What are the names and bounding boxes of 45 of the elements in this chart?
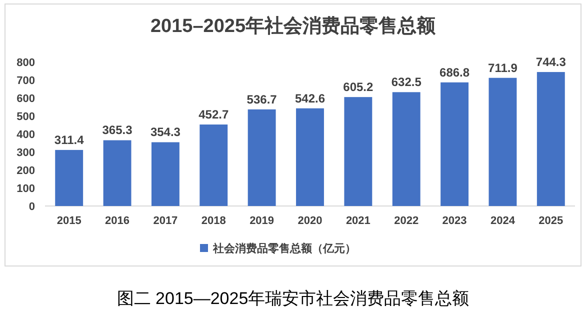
chart-title: 2015–2025年社会消费品零售总额	[150, 15, 437, 37]
x-tick-label: 2017	[153, 215, 178, 227]
x-tick-label: 2024	[490, 215, 516, 227]
data-label: 536.7	[246, 92, 278, 106]
bar	[103, 140, 132, 206]
bar	[151, 142, 180, 206]
y-tick-label: 200	[16, 165, 35, 177]
bar	[55, 150, 84, 206]
y-tick-label: 800	[16, 57, 35, 69]
bar	[200, 124, 228, 206]
data-label: 711.9	[488, 60, 518, 75]
bar	[344, 97, 372, 206]
data-label: 686.8	[440, 65, 470, 80]
bar	[488, 78, 517, 206]
x-tick-label: 2025	[538, 215, 564, 227]
bar	[248, 109, 276, 206]
data-label: 605.2	[343, 80, 374, 94]
y-tick-label: 700	[16, 75, 35, 87]
y-tick-label: 0	[28, 201, 35, 213]
y-tick-label: 300	[16, 147, 35, 159]
x-tick-label: 2021	[346, 215, 370, 227]
x-tick-label: 2016	[105, 215, 130, 227]
y-tick-label: 400	[16, 129, 35, 141]
bar	[392, 92, 420, 206]
data-label: 365.3	[102, 123, 133, 138]
data-label: 311.4	[54, 132, 84, 147]
y-tick-label: 100	[16, 183, 35, 195]
x-tick-label: 2015	[56, 215, 82, 227]
data-label: 744.3	[536, 55, 566, 70]
x-tick-label: 2023	[442, 215, 467, 227]
text: 图二 2015—2025年瑞安市社会消费品零售总额	[116, 289, 470, 308]
bar	[440, 82, 469, 206]
x-tick-label: 2020	[298, 215, 322, 227]
y-tick-label: 600	[16, 93, 35, 105]
y-tick-label: 500	[16, 111, 35, 123]
bar	[536, 72, 565, 206]
data-label: 632.5	[391, 75, 422, 90]
bar	[296, 108, 324, 206]
x-tick-label: 2022	[394, 215, 419, 227]
legend-label: 社会消费品零售总额（亿元）	[212, 242, 356, 255]
x-tick-label: 2018	[201, 215, 226, 227]
x-tick-label: 2019	[250, 215, 274, 227]
data-label: 452.7	[198, 108, 229, 122]
data-label: 354.3	[150, 125, 181, 140]
data-label: 542.6	[294, 91, 326, 106]
